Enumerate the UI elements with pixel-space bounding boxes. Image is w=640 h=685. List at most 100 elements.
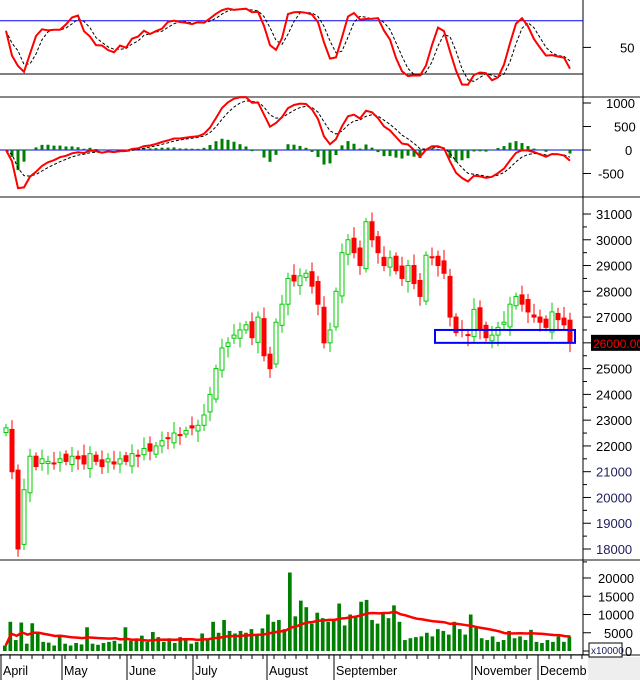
volume-bar — [480, 638, 484, 651]
candle-body — [556, 313, 560, 319]
price-tick-label: 31000 — [596, 207, 632, 222]
candle-body — [202, 415, 206, 425]
macd-histogram-bar — [527, 146, 530, 150]
candle-body — [82, 456, 86, 464]
macd-histogram-bar — [371, 148, 374, 150]
volume-bar — [348, 615, 352, 652]
volume-bar — [211, 622, 215, 651]
macd-histogram-bar — [359, 149, 362, 150]
candle-body — [298, 276, 302, 286]
candle-body — [10, 429, 14, 471]
volume-bar — [420, 636, 424, 651]
volume-bar — [129, 641, 133, 651]
macd-histogram-bar — [461, 150, 464, 160]
candle-body — [124, 456, 128, 462]
corner — [588, 657, 640, 680]
volume-bar — [551, 642, 555, 651]
macd-histogram-bar — [245, 146, 248, 150]
candle-body — [130, 454, 134, 466]
candle-body — [154, 446, 158, 454]
macd-histogram-bar — [377, 150, 380, 152]
macd-histogram-bar — [173, 147, 176, 150]
macd-histogram-bar — [395, 150, 398, 158]
volume-bar — [140, 636, 144, 651]
candle-body — [412, 266, 416, 284]
price-tick-label: 18000 — [596, 542, 632, 557]
candle-body — [88, 454, 92, 469]
macd-tick-label: 500 — [614, 120, 636, 135]
volume-bar — [562, 642, 566, 651]
macd-histogram-bar — [71, 146, 74, 150]
price-tick-label: 27000 — [596, 310, 632, 325]
volume-bar — [469, 615, 473, 652]
candle-body — [358, 248, 362, 266]
volume-bar — [398, 622, 402, 651]
macd-histogram-bar — [347, 141, 350, 150]
macd-histogram-bar — [479, 150, 482, 151]
candle-body — [466, 335, 470, 336]
macd-histogram-bar — [473, 150, 476, 151]
macd-histogram-bar — [221, 139, 224, 150]
candle-body — [262, 319, 266, 356]
candle-body — [94, 455, 98, 461]
macd-histogram-bar — [251, 150, 254, 151]
macd-histogram-bar — [65, 146, 68, 150]
candle-body — [52, 463, 56, 464]
macd-histogram-bar — [275, 150, 278, 155]
volume-bar — [293, 616, 297, 651]
month-label: June — [129, 664, 156, 678]
candle-body — [340, 253, 344, 296]
month-label: April — [3, 664, 28, 678]
candle-body — [508, 304, 512, 327]
price-tick-label: 19000 — [596, 516, 632, 531]
macd-histogram-bar — [35, 147, 38, 150]
macd-histogram-bar — [335, 150, 338, 155]
volume-bar — [135, 640, 139, 651]
volume-bar — [403, 640, 407, 651]
stoch-k-line — [6, 9, 570, 85]
candle-body — [244, 325, 248, 330]
candle-body — [4, 428, 8, 433]
candle-body — [520, 295, 524, 304]
volume-bar — [502, 640, 506, 651]
volume-bar — [102, 643, 106, 651]
volume-bar — [3, 646, 7, 651]
macd-signal-line — [6, 101, 570, 177]
candle-body — [274, 322, 278, 364]
candle-body — [418, 280, 422, 296]
macd-histogram-bar — [509, 143, 512, 150]
candle-body — [136, 455, 140, 456]
candle-body — [406, 266, 410, 282]
volume-bar — [36, 633, 40, 651]
volume-bar — [91, 644, 95, 651]
candle-body — [232, 335, 236, 338]
volume-bar — [206, 640, 210, 651]
macd-histogram-bar — [383, 150, 386, 156]
macd-histogram-bar — [203, 148, 206, 150]
price-tick-label: 23000 — [596, 413, 632, 428]
candle-body — [220, 348, 224, 370]
volume-bar — [184, 640, 188, 651]
volume-bar — [85, 627, 89, 651]
volume-bar — [228, 631, 232, 651]
macd-histogram-bar — [563, 150, 566, 151]
month-label: August — [269, 664, 308, 678]
candle-body — [442, 261, 446, 273]
volume-bar — [277, 620, 281, 651]
macd-histogram-bar — [53, 146, 56, 150]
macd-tick-label: 1000 — [606, 96, 635, 111]
volume-bar — [365, 600, 369, 651]
macd-histogram-bar — [323, 150, 326, 165]
volume-bar — [288, 573, 292, 651]
macd-histogram-bar — [269, 150, 272, 162]
candle-body — [484, 325, 488, 337]
price-tick-label: 25000 — [596, 362, 632, 377]
volume-bar — [146, 642, 150, 651]
volume-bar — [41, 642, 45, 651]
candle-body — [538, 317, 542, 322]
macd-histogram-bar — [545, 150, 548, 152]
candle-body — [400, 266, 404, 278]
candle-body — [34, 456, 38, 466]
macd-histogram-bar — [317, 150, 320, 157]
